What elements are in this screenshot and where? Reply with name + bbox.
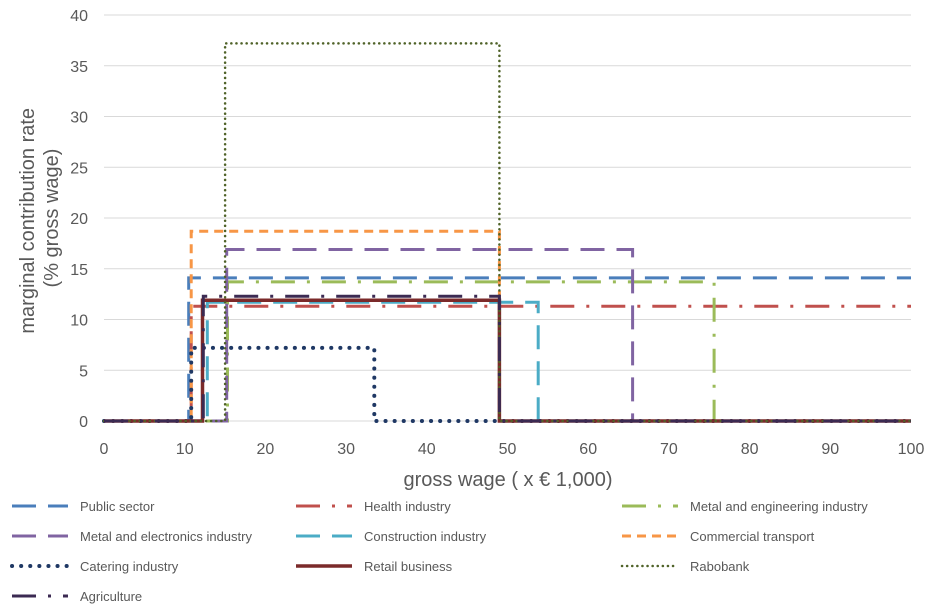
x-tick-label: 40	[418, 441, 436, 458]
legend-label: Construction industry	[364, 529, 487, 544]
legend-item-retail-business: Retail business	[296, 559, 453, 574]
y-tick-label: 10	[70, 313, 88, 330]
legend-label: Metal and engineering industry	[690, 499, 868, 514]
y-tick-label: 40	[70, 8, 88, 25]
y-tick-label: 35	[70, 59, 88, 76]
y-tick-label: 30	[70, 110, 88, 127]
x-tick-label: 100	[898, 441, 925, 458]
x-tick-label: 50	[499, 441, 517, 458]
legend-label: Public sector	[80, 499, 155, 514]
legend-item-metal-and-electronics-industry: Metal and electronics industry	[12, 529, 252, 544]
legend-label: Catering industry	[80, 559, 179, 574]
x-tick-label: 0	[100, 441, 109, 458]
legend-item-rabobank: Rabobank	[620, 559, 750, 574]
series-line-agriculture	[104, 294, 911, 423]
x-tick-label: 90	[821, 441, 839, 458]
gridlines	[104, 14, 911, 422]
x-tick-label: 60	[579, 441, 597, 458]
legend-label: Health industry	[364, 499, 451, 514]
x-tick-label: 10	[176, 441, 194, 458]
legend-item-health-industry: Health industry	[296, 499, 451, 514]
legend-item-metal-and-engineering-industry: Metal and engineering industry	[622, 499, 868, 514]
y-axis-title-line-1: marginal contribution rate	[17, 108, 39, 334]
axes: 0 5 10 15 20 25 30 35 40 0 10 20 30 40 50 60 70 80 90 100	[70, 8, 924, 458]
y-axis-title: marginal contribution rate (% gross wage…	[17, 102, 63, 333]
series-line-rabobank	[102, 42, 913, 423]
x-tick-label: 20	[257, 441, 275, 458]
legend-item-construction-industry: Construction industry	[296, 529, 487, 544]
legend-label: Metal and electronics industry	[80, 529, 252, 544]
legend-item-public-sector: Public sector	[12, 499, 155, 514]
series-line-commercial-transport	[104, 229, 911, 423]
legend: Public sector Health industry Metal and en…	[10, 499, 868, 604]
y-tick-label: 0	[79, 414, 88, 431]
y-tick-label: 20	[70, 211, 88, 228]
x-tick-label: 70	[660, 441, 678, 458]
legend-label: Rabobank	[690, 559, 750, 574]
legend-item-agriculture: Agriculture	[12, 589, 142, 604]
y-tick-label: 25	[70, 160, 88, 177]
x-tick-label: 30	[337, 441, 355, 458]
y-axis-title-line-2: (% gross wage)	[41, 149, 63, 288]
series-layer	[102, 42, 913, 423]
x-tick-label: 80	[741, 441, 759, 458]
legend-item-commercial-transport: Commercial transport	[622, 529, 815, 544]
legend-label: Commercial transport	[690, 529, 815, 544]
y-tick-label: 5	[79, 363, 88, 380]
legend-label: Agriculture	[80, 589, 142, 604]
legend-label: Retail business	[364, 559, 453, 574]
series-line-health-industry	[104, 304, 911, 423]
x-axis-title: gross wage ( x € 1,000)	[404, 469, 613, 491]
legend-item-catering-industry: Catering industry	[10, 559, 179, 574]
y-tick-label: 15	[70, 262, 88, 279]
